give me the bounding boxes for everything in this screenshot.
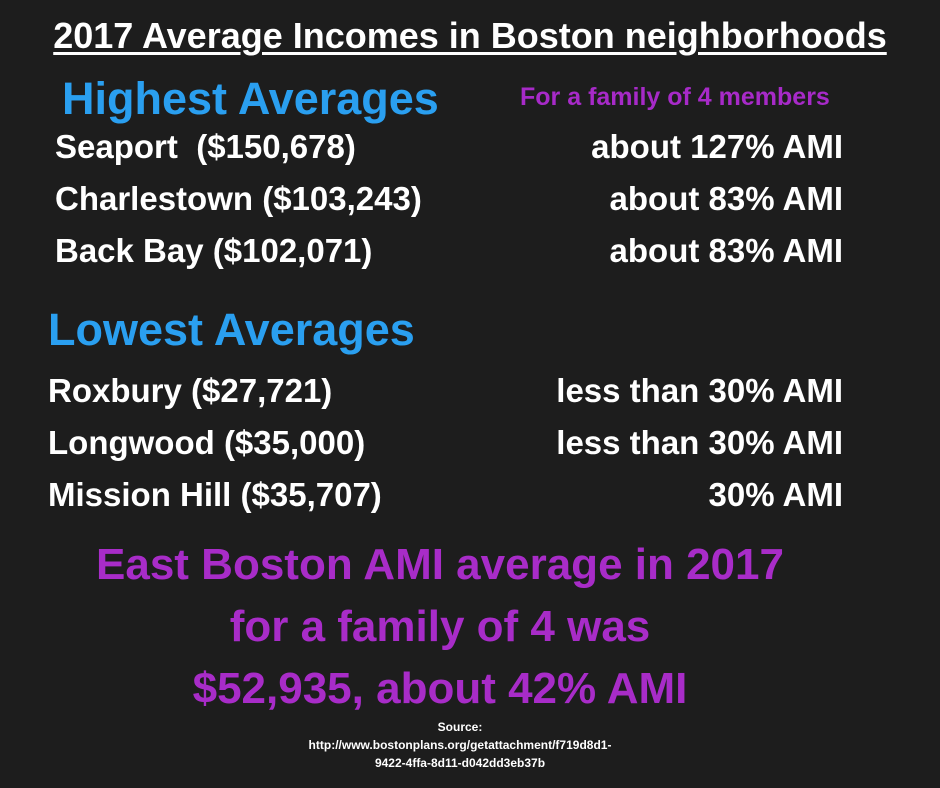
neighborhood: Longwood ($35,000) <box>48 424 366 461</box>
neighborhood: Back Bay ($102,071) <box>55 232 373 269</box>
source-line: http://www.bostonplans.org/getattachment… <box>308 738 612 752</box>
summary-line: East Boston AMI average in 2017 <box>96 540 784 589</box>
summary-line: $52,935, about 42% AMI <box>192 664 688 713</box>
title: 2017 Average Incomes in Boston neighborh… <box>53 15 887 56</box>
ami: less than 30% AMI <box>556 424 843 461</box>
ami: 30% AMI <box>708 476 843 513</box>
section-heading: Lowest Averages <box>48 304 415 355</box>
note: For a family of 4 members <box>520 83 830 111</box>
ami: less than 30% AMI <box>556 372 843 409</box>
ami: about 83% AMI <box>609 232 843 269</box>
neighborhood: Seaport ($150,678) <box>55 128 356 165</box>
neighborhood: Mission Hill ($35,707) <box>48 476 382 513</box>
source-line: 9422-4ffa-8d11-d042dd3eb37b <box>374 756 546 770</box>
source-line: Source: <box>437 720 483 734</box>
neighborhood: Charlestown ($103,243) <box>55 180 422 217</box>
ami: about 127% AMI <box>591 128 843 165</box>
neighborhood: Roxbury ($27,721) <box>48 372 333 409</box>
section-heading: Highest Averages <box>62 73 439 124</box>
summary-line: for a family of 4 was <box>229 602 651 651</box>
ami: about 83% AMI <box>609 180 843 217</box>
